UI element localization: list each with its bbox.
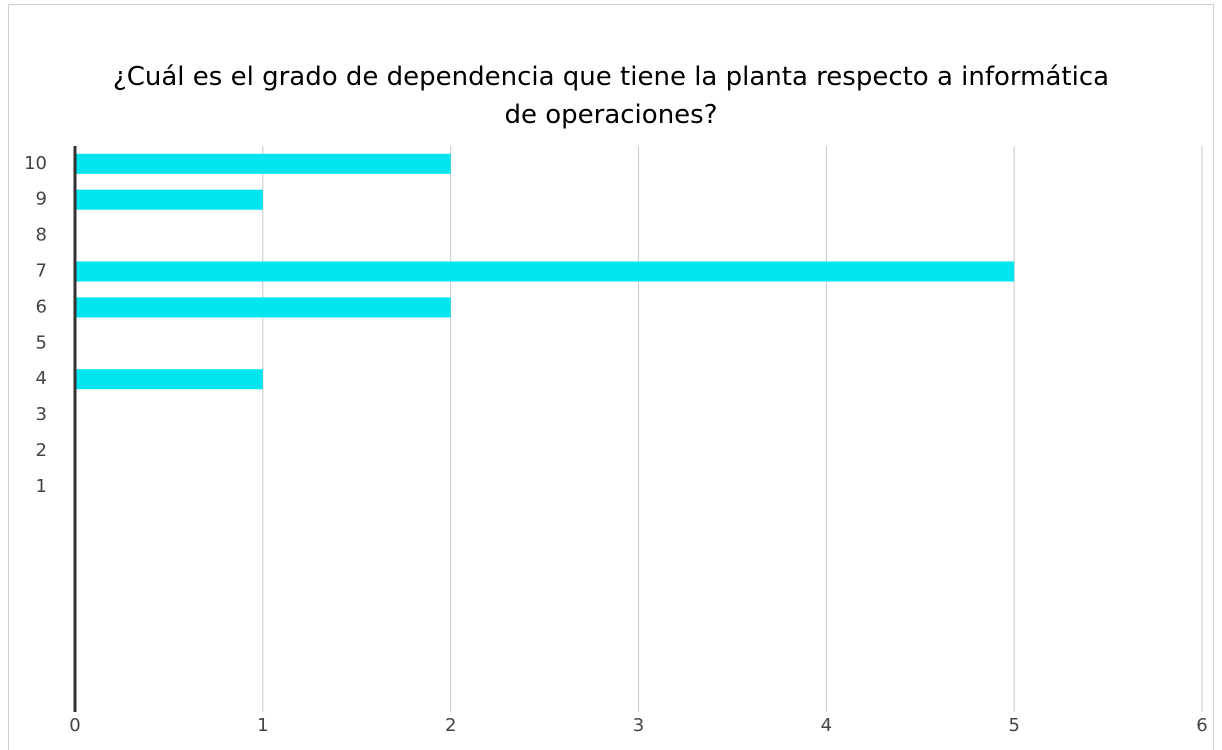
bar <box>75 369 263 390</box>
y-tick-label: 9 <box>36 189 47 210</box>
y-tick-label: 3 <box>36 404 47 425</box>
chart-border <box>8 4 1214 750</box>
bar <box>75 261 1015 282</box>
x-tick-label: 3 <box>633 715 644 736</box>
y-tick-label: 4 <box>36 368 47 389</box>
bar <box>75 297 451 318</box>
y-tick-label: 8 <box>36 225 47 246</box>
y-tick-label: 10 <box>24 153 47 174</box>
y-tick-label: 7 <box>36 261 47 282</box>
x-tick-label: 6 <box>1196 715 1207 736</box>
y-tick-label: 2 <box>36 440 47 461</box>
x-tick-label: 4 <box>821 715 832 736</box>
y-tick-label: 5 <box>36 332 47 353</box>
x-tick-label: 2 <box>445 715 456 736</box>
bar <box>75 189 263 210</box>
y-tick-label: 1 <box>36 476 47 497</box>
x-tick-label: 0 <box>69 715 80 736</box>
x-tick-label: 5 <box>1008 715 1019 736</box>
y-tick-label: 6 <box>36 296 47 317</box>
bar <box>75 153 451 174</box>
chart-title: ¿Cuál es el grado de dependencia que tie… <box>112 62 1110 130</box>
x-tick-label: 1 <box>257 715 268 736</box>
